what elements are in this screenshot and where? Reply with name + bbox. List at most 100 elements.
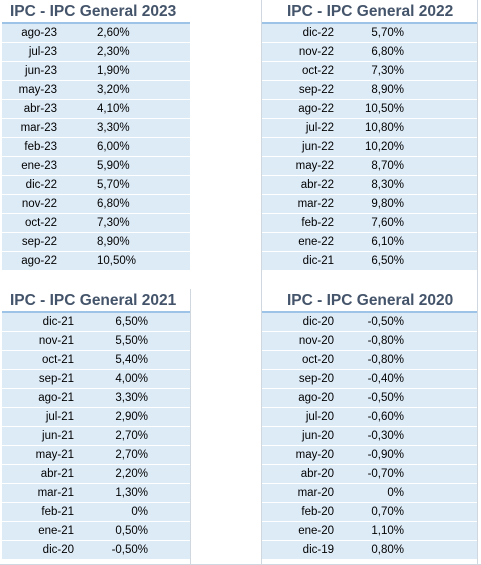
month-cell: dic-21 [42, 316, 74, 328]
table-ipc-2021: IPC - IPC General 2021 dic-21 6,50% nov-21… [2, 289, 190, 560]
table-row: ene-23 5,90% [2, 157, 190, 176]
table-row: ene-20 1,10% [262, 522, 477, 541]
table-row: ago-22 10,50% [2, 252, 190, 271]
value-cell: 8,90% [371, 84, 404, 96]
month-cell: feb-20 [301, 506, 334, 518]
table-row: jul-22 10,80% [262, 119, 477, 138]
value-cell: 7,30% [371, 65, 404, 77]
value-cell: 5,70% [371, 27, 404, 39]
table-row: nov-21 5,50% [2, 332, 190, 351]
table-row: may-21 2,70% [2, 446, 190, 465]
month-cell: sep-20 [298, 373, 334, 385]
table-row: jun-21 2,70% [2, 427, 190, 446]
table-row: jun-22 10,20% [262, 138, 477, 157]
table-row: ago-21 3,30% [2, 389, 190, 408]
table-row: ene-22 6,10% [262, 233, 477, 252]
table-title: IPC - IPC General 2020 [262, 289, 477, 313]
month-cell: dic-20 [42, 544, 74, 556]
month-cell: oct-21 [42, 354, 74, 366]
month-cell: ene-21 [38, 525, 74, 537]
value-cell: 4,10% [97, 103, 130, 115]
value-cell: 8,30% [371, 179, 404, 191]
table-row: jun-20 -0,30% [262, 427, 477, 446]
value-cell: 5,90% [97, 160, 130, 172]
value-cell: 5,40% [115, 354, 148, 366]
value-cell: 1,10% [371, 525, 404, 537]
month-cell: nov-22 [21, 198, 57, 210]
table-title: IPC - IPC General 2022 [262, 0, 477, 24]
month-cell: dic-19 [302, 544, 334, 556]
month-cell: jun-22 [302, 141, 334, 153]
table-ipc-2022: IPC - IPC General 2022 dic-22 5,70% nov-22… [262, 0, 477, 271]
month-cell: nov-21 [38, 335, 74, 347]
month-cell: may-20 [295, 449, 334, 461]
table-row: ago-20 -0,50% [262, 389, 477, 408]
value-cell: 2,20% [115, 468, 148, 480]
table-row: abr-22 8,30% [262, 176, 477, 195]
table-row: dic-20 -0,50% [262, 313, 477, 332]
month-cell: ago-23 [21, 27, 57, 39]
table-row: dic-22 5,70% [262, 24, 477, 43]
table-row: feb-21 0% [2, 503, 190, 522]
month-cell: jun-21 [42, 430, 74, 442]
table-row: dic-19 0,80% [262, 541, 477, 560]
month-cell: ene-22 [298, 236, 334, 248]
value-cell: 0% [131, 506, 148, 518]
value-cell: 3,20% [97, 84, 130, 96]
month-cell: sep-21 [38, 373, 74, 385]
value-cell: -0,50% [111, 544, 148, 556]
value-cell: 5,70% [97, 179, 130, 191]
table-row: dic-21 6,50% [2, 313, 190, 332]
table-row: mar-23 3,30% [2, 119, 190, 138]
value-cell: 10,80% [364, 122, 404, 134]
month-cell: dic-20 [302, 316, 334, 328]
table-row: jun-23 1,90% [2, 62, 190, 81]
table-row: jul-23 2,30% [2, 43, 190, 62]
table-row: abr-21 2,20% [2, 465, 190, 484]
value-cell: -0,90% [367, 449, 404, 461]
table-row: may-20 -0,90% [262, 446, 477, 465]
month-cell: abr-22 [300, 179, 334, 191]
table-row: sep-22 8,90% [262, 81, 477, 100]
value-cell: 0,50% [115, 525, 148, 537]
value-cell: 3,30% [115, 392, 148, 404]
table-row: sep-20 -0,40% [262, 370, 477, 389]
table-row: mar-20 0% [262, 484, 477, 503]
value-cell: 0,80% [371, 544, 404, 556]
month-cell: nov-22 [298, 46, 334, 58]
table-row: feb-20 0,70% [262, 503, 477, 522]
value-cell: 10,50% [97, 255, 137, 267]
month-cell: jul-21 [45, 411, 74, 423]
table-row: sep-22 8,90% [2, 233, 190, 252]
table-row: sep-21 4,00% [2, 370, 190, 389]
value-cell: -0,60% [367, 411, 404, 423]
month-cell: feb-23 [24, 141, 57, 153]
value-cell: 6,80% [371, 46, 404, 58]
value-cell: 2,90% [115, 411, 148, 423]
month-cell: dic-21 [302, 255, 334, 267]
grid-divider [190, 289, 191, 565]
table-row: may-23 3,20% [2, 81, 190, 100]
value-cell: 8,70% [371, 160, 404, 172]
value-cell: 3,30% [97, 122, 130, 134]
value-cell: 0% [387, 487, 404, 499]
table-body: dic-20 -0,50% nov-20 -0,80% oct-20 -0,80% sep-… [262, 313, 477, 560]
month-cell: ago-22 [21, 255, 57, 267]
value-cell: -0,30% [367, 430, 404, 442]
value-cell: 4,00% [115, 373, 148, 385]
value-cell: 6,50% [115, 316, 148, 328]
value-cell: -0,80% [367, 335, 404, 347]
month-cell: jun-20 [302, 430, 334, 442]
grid-divider [261, 0, 262, 565]
month-cell: nov-20 [298, 335, 334, 347]
month-cell: ago-22 [298, 103, 334, 115]
value-cell: 2,70% [115, 430, 148, 442]
table-row: oct-21 5,40% [2, 351, 190, 370]
table-row: ago-22 10,50% [262, 100, 477, 119]
value-cell: 9,80% [371, 198, 404, 210]
table-row: oct-22 7,30% [262, 62, 477, 81]
value-cell: 10,50% [364, 103, 404, 115]
value-cell: 2,70% [115, 449, 148, 461]
value-cell: 6,00% [97, 141, 130, 153]
table-row: oct-22 7,30% [2, 214, 190, 233]
